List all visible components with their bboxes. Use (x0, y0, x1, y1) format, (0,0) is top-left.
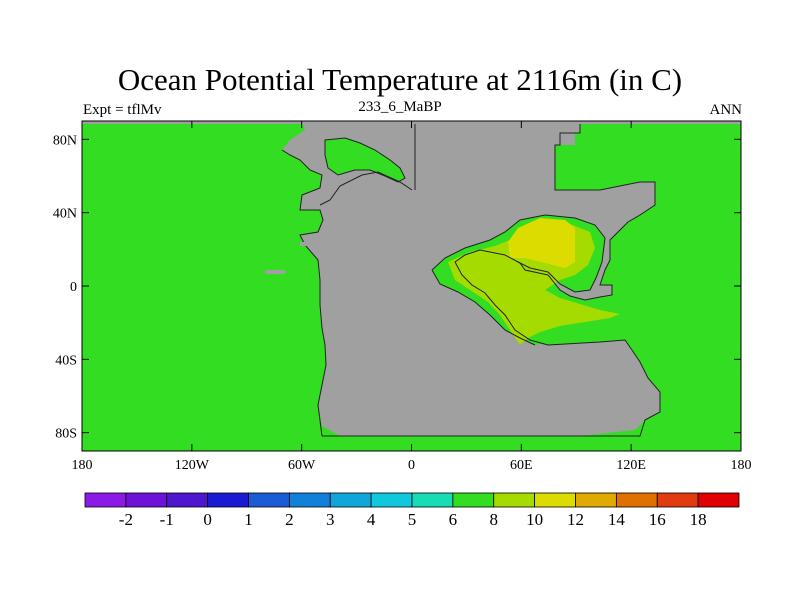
map-plot (81, 120, 742, 452)
map-axes: 180 120W 60W 0 60E 120E 180 80N 40N 0 40S 80S (53, 121, 752, 473)
colorbar-swatch (248, 492, 290, 508)
colorbar-swatch (288, 492, 331, 508)
experiment-label: Expt = tflMv (83, 102, 162, 118)
colorbar-swatch (125, 492, 168, 508)
time-period-label: 233_6_MaBP (358, 99, 442, 115)
warm-water-8-10 (448, 222, 620, 345)
colorbar-label: 16 (649, 510, 666, 529)
inland-sea-north (325, 138, 405, 182)
colorbar-label: 4 (367, 510, 376, 529)
colorbar-label: -1 (160, 510, 174, 529)
coastlines (281, 124, 661, 437)
colorbar-swatch (452, 492, 495, 508)
x-tick-label: 120W (175, 458, 210, 473)
warm-water-10-12 (508, 218, 575, 268)
colorbar-label: 3 (326, 510, 335, 529)
x-tick-label: 180 (72, 458, 93, 473)
colorbar-label: 18 (690, 510, 707, 529)
colorbar-label: 1 (244, 510, 253, 529)
colorbar-swatch (329, 492, 372, 508)
colorbar-label: 8 (490, 510, 499, 529)
colorbar-swatch (534, 492, 576, 508)
colorbar-swatch (493, 492, 536, 508)
x-tick-label: 0 (408, 458, 415, 473)
colorbar: -2 -1 0 1 2 3 4 5 6 8 10 12 14 16 18 (84, 492, 740, 529)
colorbar-swatch (615, 492, 658, 508)
colorbar-label: 5 (408, 510, 417, 529)
x-tick-label: 60E (510, 458, 533, 473)
colorbar-label: 2 (285, 510, 294, 529)
colorbar-label: 10 (526, 510, 543, 529)
colorbar-swatch (84, 492, 127, 508)
y-tick-label: 40N (53, 207, 77, 222)
colorbar-swatch (411, 492, 454, 508)
colorbar-label: 0 (203, 510, 212, 529)
land-pangaea (82, 121, 741, 436)
y-tick-label: 0 (70, 280, 77, 295)
y-tick-label: 80N (53, 133, 77, 148)
season-label: ANN (709, 102, 743, 118)
colorbar-label: 12 (567, 510, 584, 529)
y-tick-label: 80S (55, 427, 77, 442)
x-tick-label: 120E (616, 458, 646, 473)
colorbar-swatch (166, 492, 209, 508)
colorbar-label: -2 (119, 510, 133, 529)
colorbar-swatch (575, 492, 617, 508)
map-title: Ocean Potential Temperature at 2116m (in… (117, 62, 683, 97)
colorbar-swatch (697, 492, 740, 508)
x-tick-label: 60W (288, 458, 316, 473)
x-tick-label: 180 (731, 458, 752, 473)
island (265, 270, 285, 274)
colorbar-swatch (656, 492, 699, 508)
colorbar-swatch (370, 492, 413, 508)
colorbar-swatch (207, 492, 249, 508)
island (300, 242, 310, 246)
colorbar-label: 14 (608, 510, 626, 529)
colorbar-label: 6 (449, 510, 458, 529)
y-tick-label: 40S (55, 353, 77, 368)
